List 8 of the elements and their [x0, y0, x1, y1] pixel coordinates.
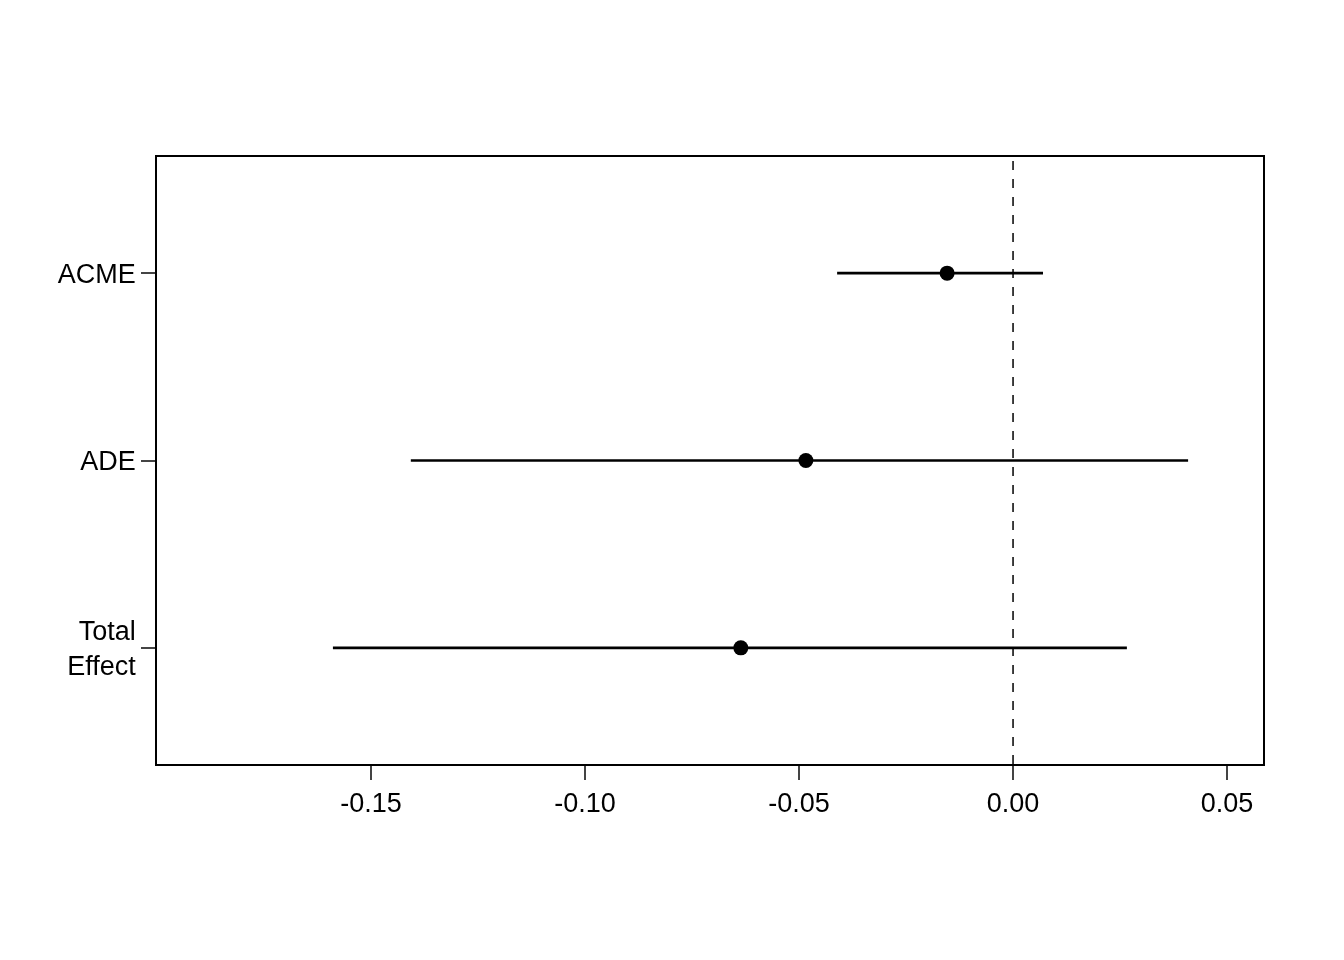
x-tick-label: -0.05 — [768, 788, 830, 819]
x-tick-label: 0.00 — [986, 788, 1040, 819]
x-tick-label: -0.10 — [554, 788, 616, 819]
y-tick-label: Total Effect — [67, 615, 137, 681]
x-tick-label: -0.15 — [340, 788, 402, 819]
y-tick-label: ADE — [80, 445, 136, 476]
x-tick-label: 0.05 — [1200, 788, 1254, 819]
y-tick-label: ACME — [57, 258, 136, 289]
